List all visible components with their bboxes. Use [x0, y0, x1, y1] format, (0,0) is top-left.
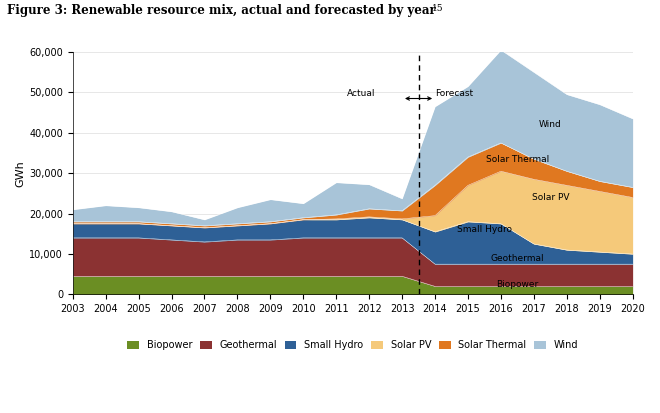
Text: 15: 15	[432, 4, 444, 13]
Text: Figure 3: Renewable resource mix, actual and forecasted by year: Figure 3: Renewable resource mix, actual…	[7, 4, 440, 17]
Text: Solar Thermal: Solar Thermal	[486, 154, 549, 164]
Text: Geothermal: Geothermal	[490, 254, 544, 263]
Legend: Biopower, Geothermal, Small Hydro, Solar PV, Solar Thermal, Wind: Biopower, Geothermal, Small Hydro, Solar…	[127, 340, 578, 350]
Text: Forecast: Forecast	[435, 89, 473, 98]
Y-axis label: GWh: GWh	[15, 160, 25, 187]
Text: Small Hydro: Small Hydro	[457, 225, 512, 234]
Text: Solar PV: Solar PV	[531, 193, 569, 202]
Text: Biopower: Biopower	[496, 280, 539, 289]
Text: Actual: Actual	[347, 89, 376, 98]
Text: Wind: Wind	[539, 120, 562, 129]
